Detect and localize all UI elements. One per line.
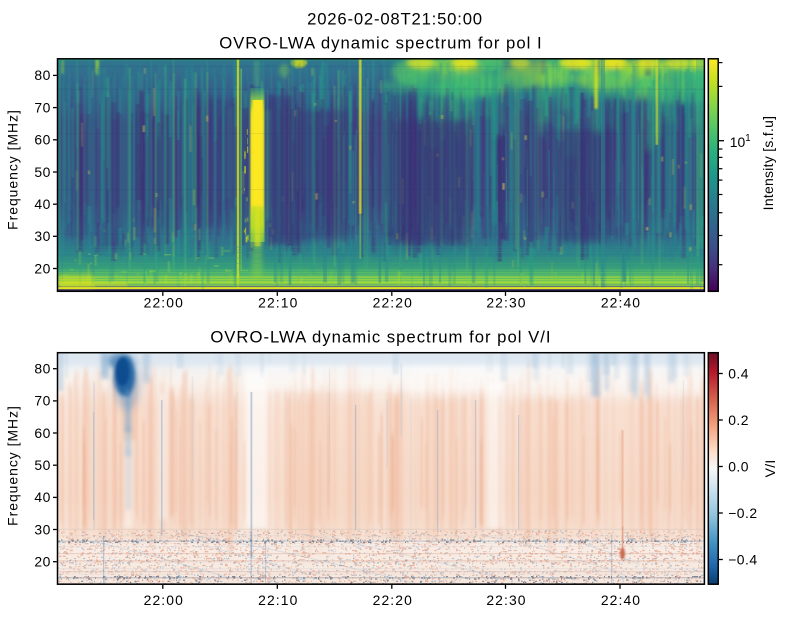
svg-text:80: 80: [34, 67, 50, 83]
svg-text:22:10: 22:10: [258, 592, 298, 608]
svg-text:0.0: 0.0: [728, 458, 749, 474]
svg-text:22:40: 22:40: [601, 294, 641, 310]
svg-text:0.4: 0.4: [728, 365, 749, 381]
svg-text:22:40: 22:40: [601, 592, 641, 608]
svg-text:80: 80: [34, 361, 50, 377]
svg-text:−0.2: −0.2: [728, 505, 757, 521]
svg-text:2026-02-08T21:50:00: 2026-02-08T21:50:00: [307, 10, 483, 29]
svg-text:50: 50: [34, 164, 50, 180]
svg-text:20: 20: [34, 260, 50, 276]
svg-text:60: 60: [34, 132, 50, 148]
svg-text:OVRO-LWA dynamic spectrum for: OVRO-LWA dynamic spectrum for pol V/I: [210, 327, 551, 346]
svg-text:70: 70: [34, 393, 50, 409]
svg-text:−0.4: −0.4: [728, 551, 757, 567]
svg-text:0.2: 0.2: [728, 412, 749, 428]
svg-text:70: 70: [34, 99, 50, 115]
svg-text:22:00: 22:00: [144, 294, 184, 310]
svg-text:20: 20: [34, 554, 50, 570]
svg-text:22:30: 22:30: [486, 592, 526, 608]
svg-text:60: 60: [34, 425, 50, 441]
svg-text:Intensity [s.f.u]: Intensity [s.f.u]: [760, 116, 776, 211]
svg-text:22:00: 22:00: [144, 592, 184, 608]
svg-text:50: 50: [34, 457, 50, 473]
svg-text:30: 30: [34, 228, 50, 244]
svg-text:22:20: 22:20: [373, 294, 413, 310]
svg-text:OVRO-LWA dynamic spectrum for: OVRO-LWA dynamic spectrum for pol I: [219, 33, 542, 52]
svg-text:V/I: V/I: [762, 459, 778, 477]
svg-text:22:30: 22:30: [486, 294, 526, 310]
svg-text:30: 30: [34, 521, 50, 537]
svg-text:Frequency [MHz]: Frequency [MHz]: [5, 109, 21, 230]
svg-text:40: 40: [34, 489, 50, 505]
svg-text:Frequency [MHz]: Frequency [MHz]: [5, 405, 21, 526]
svg-text:40: 40: [34, 196, 50, 212]
svg-text:22:10: 22:10: [258, 294, 298, 310]
svg-text:22:20: 22:20: [373, 592, 413, 608]
